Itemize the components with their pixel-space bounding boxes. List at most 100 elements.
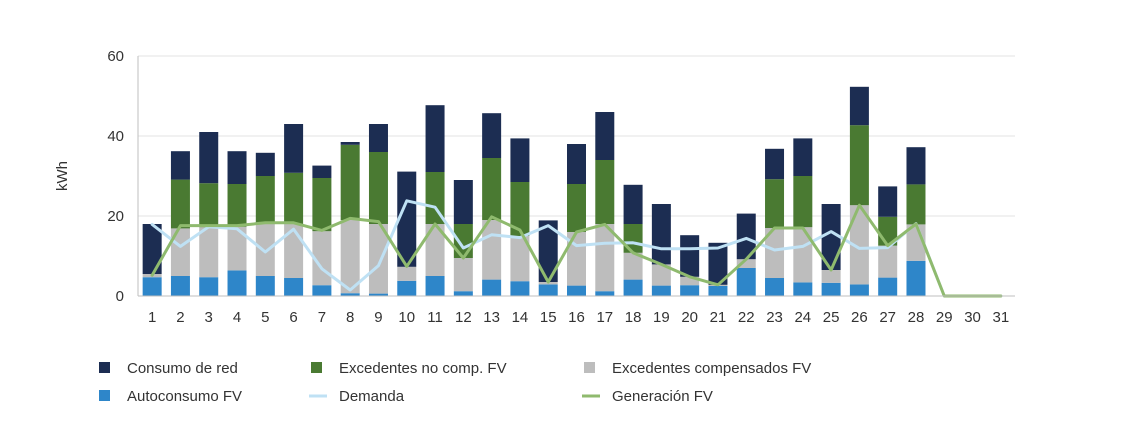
bar-segment [765, 179, 785, 228]
bar-segment [368, 293, 388, 296]
legend-swatch [99, 362, 110, 373]
bar-segment [793, 138, 813, 176]
bar-segment [906, 184, 926, 225]
bar-segment [821, 270, 841, 283]
bar-segment [736, 259, 756, 268]
bar-segment [567, 184, 586, 232]
x-tick-label: 23 [766, 309, 783, 326]
bar-segment [538, 284, 558, 296]
bar-segment [510, 281, 530, 296]
x-tick-label: 24 [794, 309, 811, 326]
bar-segment [425, 105, 445, 172]
bar-segment [567, 144, 586, 184]
x-tick-label: 10 [398, 309, 415, 326]
y-tick-label: 60 [107, 48, 124, 65]
bar-segment [340, 144, 360, 220]
legend-label: Autoconsumo FV [127, 388, 242, 405]
bar-segment [368, 152, 388, 224]
x-tick-label: 26 [851, 309, 868, 326]
bar-segment [651, 264, 671, 286]
x-tick-label: 14 [512, 309, 529, 326]
x-tick-label: 5 [261, 309, 269, 326]
bar-segment [255, 152, 275, 176]
bar-segment [482, 279, 502, 296]
bar-segment [595, 112, 615, 160]
bar-segment [623, 224, 643, 253]
bar-segment [425, 224, 445, 276]
bar-segment [199, 277, 219, 296]
bar-segment [736, 268, 756, 296]
bar-segment [793, 227, 813, 283]
bar-segment [595, 291, 615, 296]
bar-segment [849, 205, 869, 285]
x-tick-label: 13 [483, 309, 500, 326]
bar-segment [142, 224, 162, 274]
x-tick-label: 25 [823, 309, 840, 326]
bar-segment [227, 270, 247, 296]
bar-segment [651, 285, 671, 296]
bar-series [142, 86, 926, 296]
legend-label: Generación FV [612, 388, 713, 405]
bar-segment [482, 158, 502, 220]
bar-segment [623, 184, 643, 224]
bar-segment [425, 172, 445, 224]
x-tick-label: 6 [289, 309, 297, 326]
bar-segment [397, 280, 417, 296]
bar-segment [849, 86, 869, 126]
line-series-path [150, 199, 1003, 298]
bar-segment [255, 276, 275, 296]
legend-label: Excedentes no comp. FV [339, 360, 507, 377]
bar-segment [878, 186, 898, 217]
bar-segment [312, 165, 332, 178]
y-tick-label: 20 [107, 208, 124, 225]
bar-segment [595, 160, 615, 224]
bar-segment [651, 204, 671, 265]
bar-segment [765, 278, 785, 296]
x-tick-label: 29 [936, 309, 953, 326]
x-tick-label: 21 [710, 309, 727, 326]
y-tick-label: 40 [107, 128, 124, 145]
bar-segment [680, 285, 700, 296]
x-tick-label: 11 [427, 309, 443, 326]
bar-segment [595, 224, 615, 292]
bar-segment [284, 124, 304, 173]
x-tick-label: 7 [318, 309, 326, 326]
bar-segment [567, 285, 586, 296]
bar-segment [482, 113, 502, 158]
bar-segment [340, 293, 360, 296]
bar-segment [170, 276, 190, 296]
bar-segment [199, 183, 219, 228]
x-tick-label: 19 [653, 309, 670, 326]
x-tick-label: 12 [455, 309, 472, 326]
bar-segment [227, 226, 247, 271]
bar-segment [284, 224, 304, 278]
bar-segment [170, 179, 190, 229]
x-tick-label: 28 [908, 309, 925, 326]
x-tick-label: 2 [176, 309, 184, 326]
y-axis-label: kWh [54, 161, 71, 191]
bar-segment [453, 180, 473, 224]
bar-segment [623, 279, 643, 296]
bar-segment [425, 276, 445, 296]
bar-segment [227, 184, 247, 227]
bar-segment [538, 220, 558, 282]
x-tick-label: 18 [625, 309, 642, 326]
x-tick-label: 3 [205, 309, 213, 326]
y-tick-label: 0 [116, 288, 124, 305]
x-tick-label: 17 [596, 309, 613, 326]
bar-segment [623, 252, 643, 280]
bar-segment [906, 147, 926, 185]
bar-segment [793, 176, 813, 228]
bar-segment [368, 224, 388, 294]
bar-segment [765, 228, 785, 278]
legend-swatch [99, 390, 110, 401]
x-tick-label: 20 [681, 309, 698, 326]
x-tick-label: 15 [540, 309, 557, 326]
bar-segment [510, 236, 530, 282]
x-tick-label: 27 [879, 309, 896, 326]
x-tick-label: 9 [374, 309, 382, 326]
x-tick-label: 4 [233, 309, 241, 326]
legend: Consumo de red Excedentes no comp. FV Exce… [99, 360, 811, 405]
bar-segment [680, 276, 700, 286]
